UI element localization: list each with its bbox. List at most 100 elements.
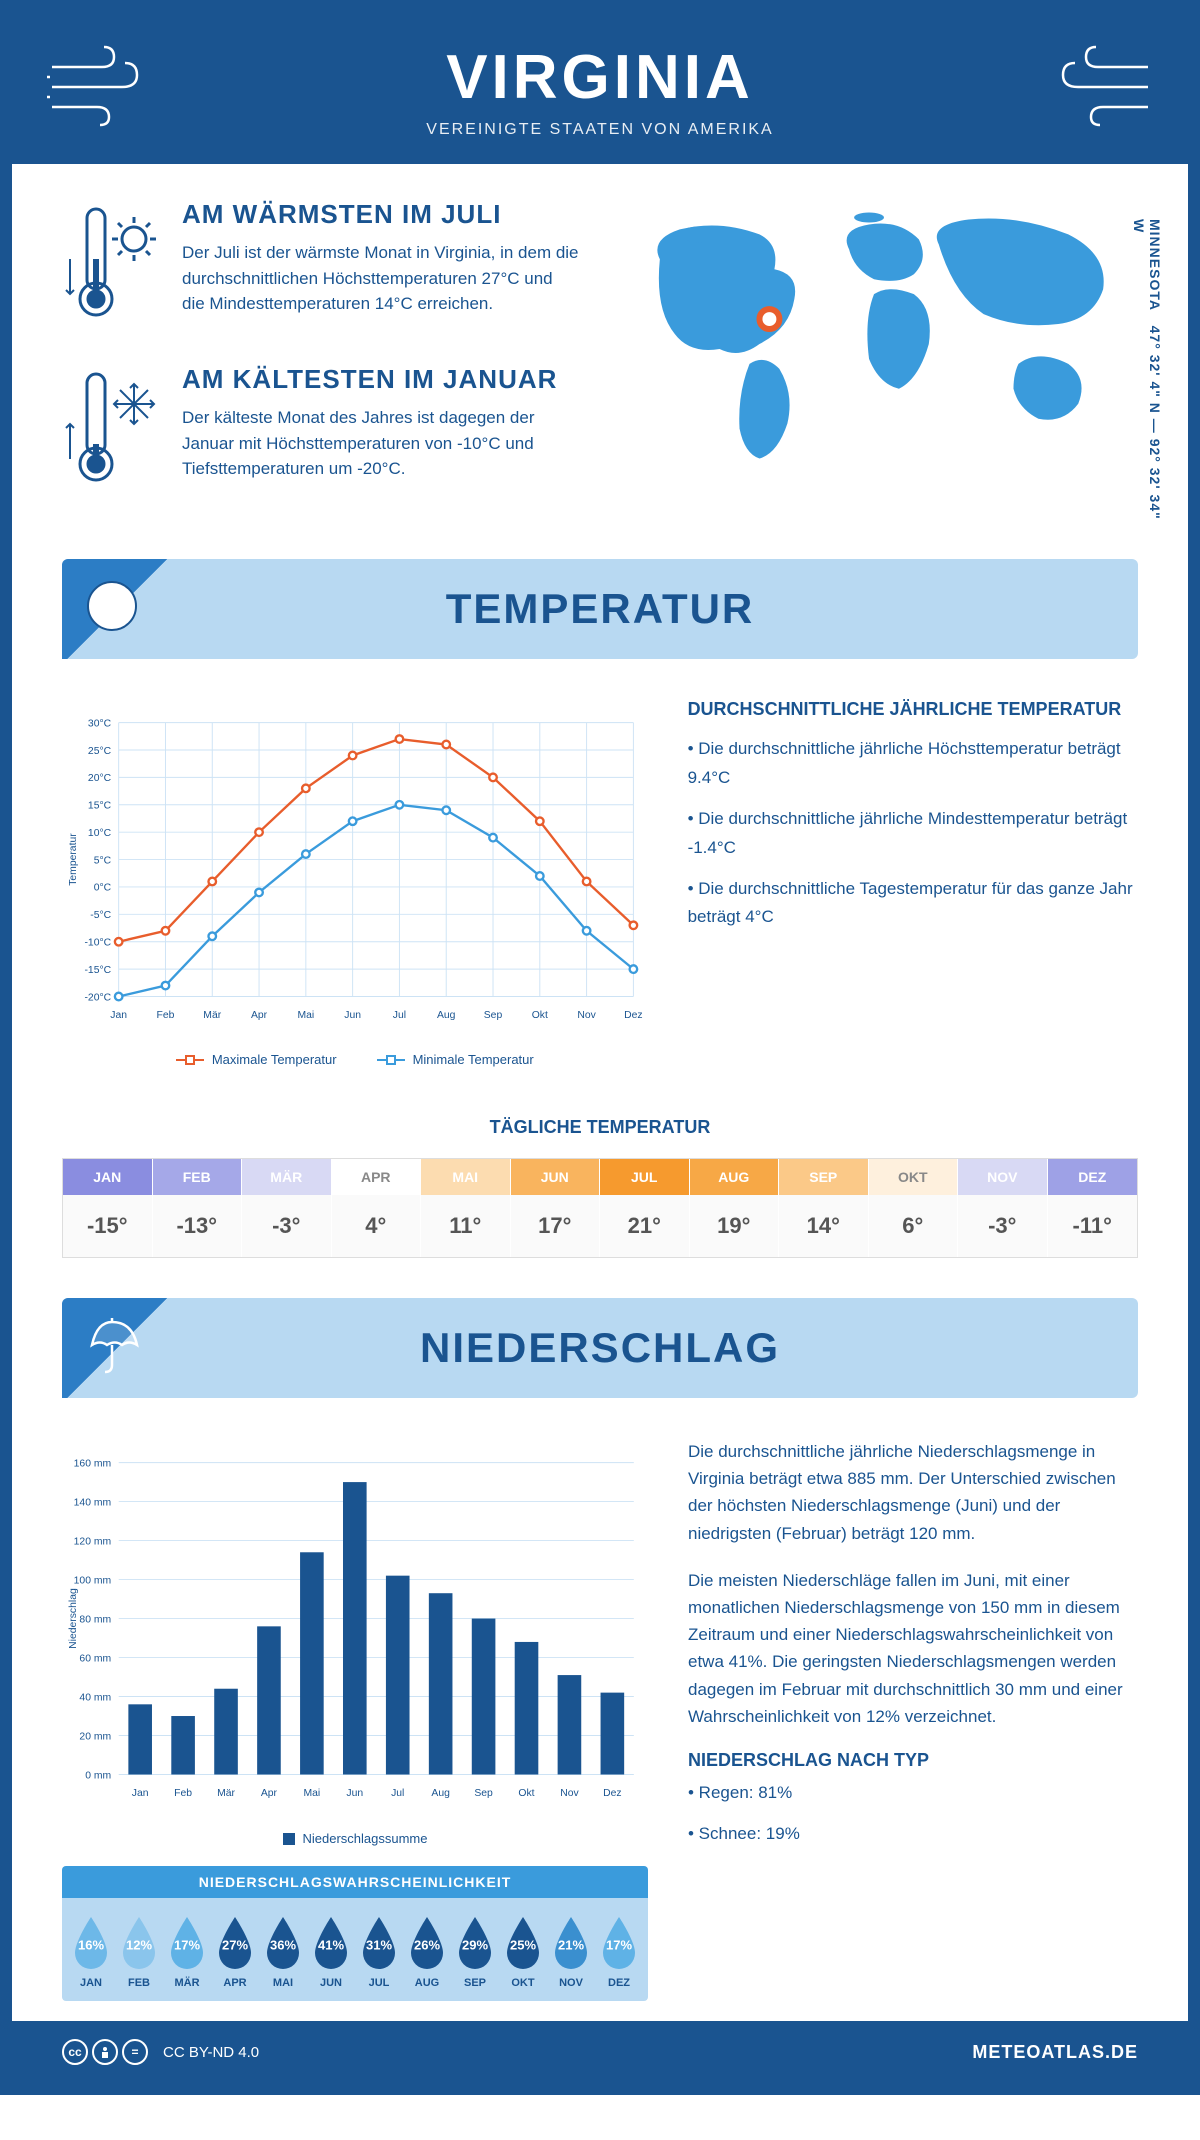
month-cell: JUN17°	[511, 1159, 601, 1257]
daily-temp-grid: JAN-15°FEB-13°MÄR-3°APR4°MAI11°JUN17°JUL…	[62, 1158, 1138, 1258]
footer: cc = CC BY-ND 4.0 METEOATLAS.DE	[12, 2021, 1188, 2083]
license-label: CC BY-ND 4.0	[163, 2044, 259, 2061]
svg-text:Nov: Nov	[577, 1010, 596, 1021]
month-cell: MAI11°	[421, 1159, 511, 1257]
cc-icons: cc =	[62, 2039, 148, 2065]
precipitation-bar-chart: 0 mm20 mm40 mm60 mm80 mm100 mm120 mm140 …	[62, 1438, 648, 1818]
month-cell: NOV-3°	[958, 1159, 1048, 1257]
svg-text:Mai: Mai	[297, 1010, 314, 1021]
svg-text:Mär: Mär	[217, 1788, 235, 1799]
precip-drop: 36% MAI	[259, 1913, 307, 1989]
svg-text:140 mm: 140 mm	[74, 1497, 111, 1508]
precipitation-banner: NIEDERSCHLAG	[62, 1298, 1138, 1398]
precip-drop: 26% AUG	[403, 1913, 451, 1989]
svg-text:100 mm: 100 mm	[74, 1575, 111, 1586]
month-cell: SEP14°	[779, 1159, 869, 1257]
svg-text:Okt: Okt	[518, 1788, 534, 1799]
svg-text:-15°C: -15°C	[84, 965, 111, 976]
svg-text:Mai: Mai	[304, 1788, 321, 1799]
svg-text:Sep: Sep	[484, 1010, 503, 1021]
page-title: VIRGINIA	[32, 42, 1168, 113]
precip-drop: 21% NOV	[547, 1913, 595, 1989]
month-cell: MÄR-3°	[242, 1159, 332, 1257]
precipitation-content: 0 mm20 mm40 mm60 mm80 mm100 mm120 mm140 …	[12, 1398, 1188, 2021]
svg-text:160 mm: 160 mm	[74, 1458, 111, 1469]
site-label: METEOATLAS.DE	[972, 2042, 1138, 2063]
thermometer-cold-icon	[62, 364, 162, 499]
precip-drop: 31% JUL	[355, 1913, 403, 1989]
precip-type-heading: NIEDERSCHLAG NACH TYP	[688, 1750, 1138, 1771]
world-map	[620, 199, 1138, 479]
svg-text:Jan: Jan	[132, 1788, 149, 1799]
svg-text:40 mm: 40 mm	[79, 1692, 111, 1703]
month-cell: DEZ-11°	[1048, 1159, 1138, 1257]
svg-text:60 mm: 60 mm	[79, 1653, 111, 1664]
svg-text:Nov: Nov	[560, 1788, 579, 1799]
warmest-block: AM WÄRMSTEN IM JULI Der Juli ist der wär…	[62, 199, 580, 334]
cc-icon: cc	[62, 2039, 88, 2065]
infographic-frame: VIRGINIA VEREINIGTE STAATEN VON AMERIKA	[0, 0, 1200, 2095]
precip-drop: 17% DEZ	[595, 1913, 643, 1989]
svg-text:Mär: Mär	[203, 1010, 221, 1021]
precip-drop: 25% OKT	[499, 1913, 547, 1989]
svg-text:Jan: Jan	[110, 1010, 127, 1021]
svg-text:-10°C: -10°C	[84, 938, 111, 949]
svg-text:25°C: 25°C	[88, 746, 112, 757]
page-subtitle: VEREINIGTE STAATEN VON AMERIKA	[32, 121, 1168, 139]
svg-text:-20°C: -20°C	[84, 992, 111, 1003]
svg-text:30°C: 30°C	[88, 718, 112, 729]
temp-legend: Maximale Temperatur Minimale Temperatur	[62, 1052, 648, 1067]
precip-rain: • Regen: 81%	[688, 1779, 1138, 1808]
header: VIRGINIA VEREINIGTE STAATEN VON AMERIKA	[12, 12, 1188, 164]
temp-bullet: • Die durchschnittliche jährliche Mindes…	[688, 805, 1138, 863]
precip-drop: 29% SEP	[451, 1913, 499, 1989]
svg-text:20 mm: 20 mm	[79, 1731, 111, 1742]
svg-text:Jun: Jun	[344, 1010, 361, 1021]
svg-text:80 mm: 80 mm	[79, 1614, 111, 1625]
svg-text:10°C: 10°C	[88, 828, 112, 839]
svg-text:Temperatur: Temperatur	[68, 833, 79, 886]
nd-icon: =	[122, 2039, 148, 2065]
svg-text:120 mm: 120 mm	[74, 1536, 111, 1547]
daily-temp-title: TÄGLICHE TEMPERATUR	[12, 1117, 1188, 1138]
location-marker-icon	[759, 309, 779, 329]
thermometer-hot-icon	[62, 199, 162, 334]
coldest-block: AM KÄLTESTEN IM JANUAR Der kälteste Mona…	[62, 364, 580, 499]
wind-icon	[42, 37, 162, 127]
month-cell: JAN-15°	[63, 1159, 153, 1257]
svg-text:Jul: Jul	[391, 1788, 404, 1799]
svg-text:Dez: Dez	[603, 1788, 621, 1799]
svg-text:5°C: 5°C	[94, 855, 112, 866]
month-cell: OKT6°	[869, 1159, 959, 1257]
svg-text:Feb: Feb	[174, 1788, 192, 1799]
temperature-content: -20°C-15°C-10°C-5°C0°C5°C10°C15°C20°C25°…	[12, 659, 1188, 1087]
svg-text:Niederschlag: Niederschlag	[68, 1588, 79, 1649]
precip-legend: Niederschlagssumme	[62, 1831, 648, 1846]
svg-text:Jul: Jul	[393, 1010, 406, 1021]
precip-drop: 17% MÄR	[163, 1913, 211, 1989]
precip-drop: 27% APR	[211, 1913, 259, 1989]
by-icon	[92, 2039, 118, 2065]
svg-text:Apr: Apr	[251, 1010, 268, 1021]
svg-text:Apr: Apr	[261, 1788, 278, 1799]
svg-text:Dez: Dez	[624, 1010, 642, 1021]
svg-text:Aug: Aug	[431, 1788, 450, 1799]
month-cell: APR4°	[332, 1159, 422, 1257]
svg-text:Sep: Sep	[474, 1788, 493, 1799]
month-cell: JUL21°	[600, 1159, 690, 1257]
svg-text:0°C: 0°C	[94, 883, 112, 894]
warm-text: Der Juli ist der wärmste Monat in Virgin…	[182, 240, 580, 317]
precip-snow: • Schnee: 19%	[688, 1820, 1138, 1849]
coordinates-label: MINNESOTA 47° 32' 4" N — 92° 32' 34" W	[1131, 219, 1163, 529]
precip-drop: 16% JAN	[67, 1913, 115, 1989]
precip-para-2: Die meisten Niederschläge fallen im Juni…	[688, 1567, 1138, 1730]
wind-icon	[1038, 37, 1158, 127]
precip-drop: 41% JUN	[307, 1913, 355, 1989]
warm-heading: AM WÄRMSTEN IM JULI	[182, 199, 580, 230]
month-cell: FEB-13°	[153, 1159, 243, 1257]
svg-text:Okt: Okt	[532, 1010, 548, 1021]
precip-para-1: Die durchschnittliche jährliche Niedersc…	[688, 1438, 1138, 1547]
sun-icon	[77, 571, 147, 641]
precip-prob-box: NIEDERSCHLAGSWAHRSCHEINLICHKEIT 16% JAN …	[62, 1866, 648, 2001]
svg-text:Feb: Feb	[157, 1010, 175, 1021]
